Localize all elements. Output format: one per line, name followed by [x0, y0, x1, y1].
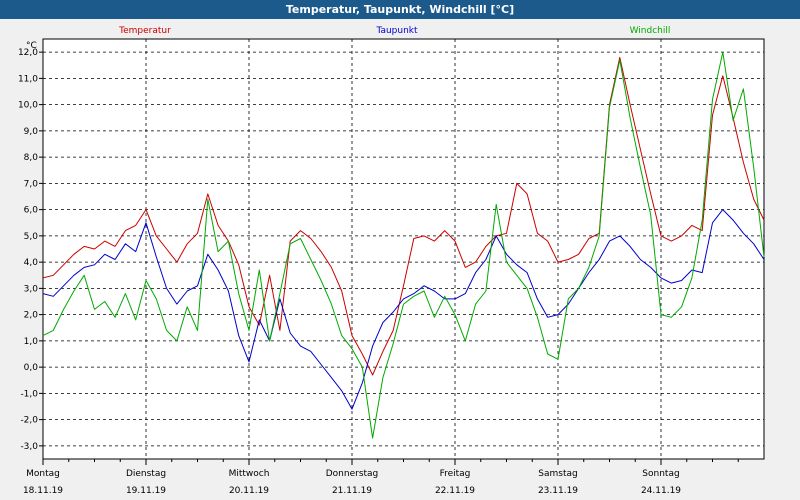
series-line-windchill [42, 51, 765, 439]
legend-item-temperatur: Temperatur [118, 26, 171, 36]
chart-area: -3,0 -2,0 -1,0 0,0 1,0 2,0 3,0 4,0 5,0 6,0 7,0 8,0 9… [18, 26, 765, 496]
x-day-label: Montag [26, 469, 60, 479]
x-day-label: Mittwoch [229, 469, 270, 479]
y-tick-label: 3,0 [24, 284, 39, 294]
grid-horizontal [43, 51, 764, 447]
plot-background [42, 38, 765, 460]
x-date-label: 21.11.19 [332, 486, 372, 496]
chart-title: Temperatur, Taupunkt, Windchill [°C] [0, 0, 800, 19]
x-date-label: 18.11.19 [23, 486, 63, 496]
y-tick-label: 11,0 [18, 74, 38, 84]
x-date-label: 20.11.19 [229, 486, 269, 496]
legend: Temperatur Taupunkt Windchill [118, 26, 670, 36]
series-lines [42, 51, 765, 439]
x-axis: Montag 18.11.19 Dienstag 19.11.19 Mittwoch 20… [23, 459, 739, 496]
y-axis: -3,0 -2,0 -1,0 0,0 1,0 2,0 3,0 4,0 5,0 6,0 7,0 8,0 9… [18, 48, 43, 452]
legend-item-windchill: Windchill [630, 26, 671, 36]
y-tick-label: 4,0 [24, 258, 39, 268]
y-tick-label: 9,0 [24, 127, 39, 137]
x-date-label: 19.11.19 [126, 486, 166, 496]
x-date-label: 22.11.19 [435, 486, 475, 496]
x-day-label: Sonntag [642, 469, 679, 479]
y-tick-label: 7,0 [24, 179, 39, 189]
x-day-label: Samstag [538, 469, 577, 479]
y-tick-label: 0,0 [24, 363, 39, 373]
y-tick-label: 8,0 [24, 153, 39, 163]
legend-item-taupunkt: Taupunkt [375, 26, 418, 36]
y-tick-label: 1,0 [24, 337, 39, 347]
y-tick-label: -1,0 [20, 389, 38, 399]
y-tick-label: 6,0 [24, 206, 39, 216]
grid-vertical [145, 39, 662, 459]
y-axis-unit-label: °C [26, 41, 37, 51]
y-tick-label: 5,0 [24, 232, 39, 242]
y-tick-label: 12,0 [18, 48, 38, 58]
x-day-label: Freitag [440, 469, 471, 479]
x-day-label: Donnerstag [326, 469, 379, 479]
y-tick-label: -3,0 [20, 442, 38, 452]
y-tick-label: -2,0 [20, 416, 38, 426]
x-day-label: Dienstag [126, 469, 166, 479]
series-line-temperatur [42, 56, 765, 376]
y-tick-label: 2,0 [24, 311, 39, 321]
x-date-label: 24.11.19 [641, 486, 681, 496]
series-line-taupunkt [42, 209, 765, 410]
y-tick-label: 10,0 [18, 101, 38, 111]
x-date-label: 23.11.19 [538, 486, 578, 496]
